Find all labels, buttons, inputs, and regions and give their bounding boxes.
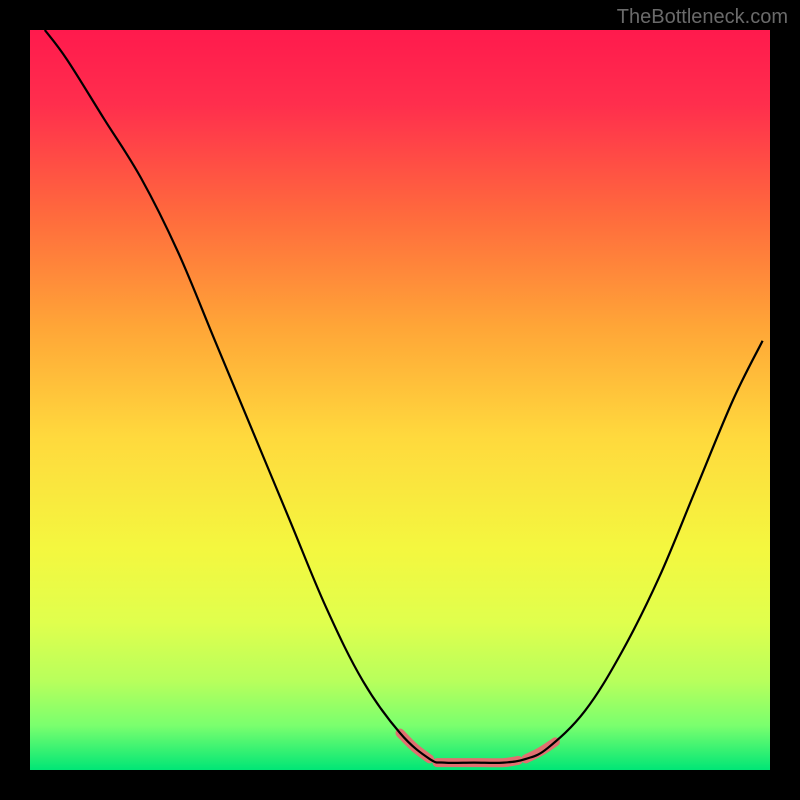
chart-plot-area [30, 30, 770, 770]
watermark-text: TheBottleneck.com [617, 6, 788, 29]
chart-svg [30, 30, 770, 770]
chart-background [30, 30, 770, 770]
